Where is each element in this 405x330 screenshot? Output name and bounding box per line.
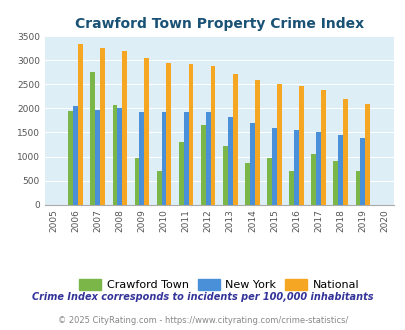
- Bar: [294, 130, 298, 205]
- Bar: [161, 112, 166, 205]
- Bar: [254, 80, 259, 205]
- Bar: [134, 158, 139, 205]
- Bar: [222, 146, 227, 205]
- Text: Crime Index corresponds to incidents per 100,000 inhabitants: Crime Index corresponds to incidents per…: [32, 292, 373, 302]
- Title: Crawford Town Property Crime Index: Crawford Town Property Crime Index: [75, 17, 363, 31]
- Bar: [73, 106, 78, 205]
- Bar: [245, 162, 249, 205]
- Bar: [342, 99, 347, 205]
- Bar: [333, 161, 337, 205]
- Bar: [78, 44, 83, 205]
- Bar: [200, 125, 205, 205]
- Bar: [90, 72, 95, 205]
- Bar: [178, 142, 183, 205]
- Bar: [68, 111, 73, 205]
- Bar: [315, 132, 320, 205]
- Bar: [100, 48, 105, 205]
- Bar: [249, 123, 254, 205]
- Bar: [320, 90, 325, 205]
- Bar: [144, 58, 149, 205]
- Legend: Crawford Town, New York, National: Crawford Town, New York, National: [74, 274, 363, 294]
- Bar: [139, 112, 144, 205]
- Bar: [95, 110, 100, 205]
- Bar: [289, 171, 294, 205]
- Bar: [271, 128, 276, 205]
- Bar: [360, 139, 364, 205]
- Bar: [156, 171, 161, 205]
- Bar: [188, 64, 193, 205]
- Bar: [210, 66, 215, 205]
- Text: © 2025 CityRating.com - https://www.cityrating.com/crime-statistics/: © 2025 CityRating.com - https://www.city…: [58, 315, 347, 325]
- Bar: [266, 158, 271, 205]
- Bar: [183, 112, 188, 205]
- Bar: [337, 135, 342, 205]
- Bar: [166, 63, 171, 205]
- Bar: [117, 109, 122, 205]
- Bar: [112, 105, 117, 205]
- Bar: [311, 154, 315, 205]
- Bar: [227, 117, 232, 205]
- Bar: [364, 104, 369, 205]
- Bar: [276, 84, 281, 205]
- Bar: [205, 112, 210, 205]
- Bar: [232, 74, 237, 205]
- Bar: [122, 51, 127, 205]
- Bar: [355, 171, 360, 205]
- Bar: [298, 85, 303, 205]
